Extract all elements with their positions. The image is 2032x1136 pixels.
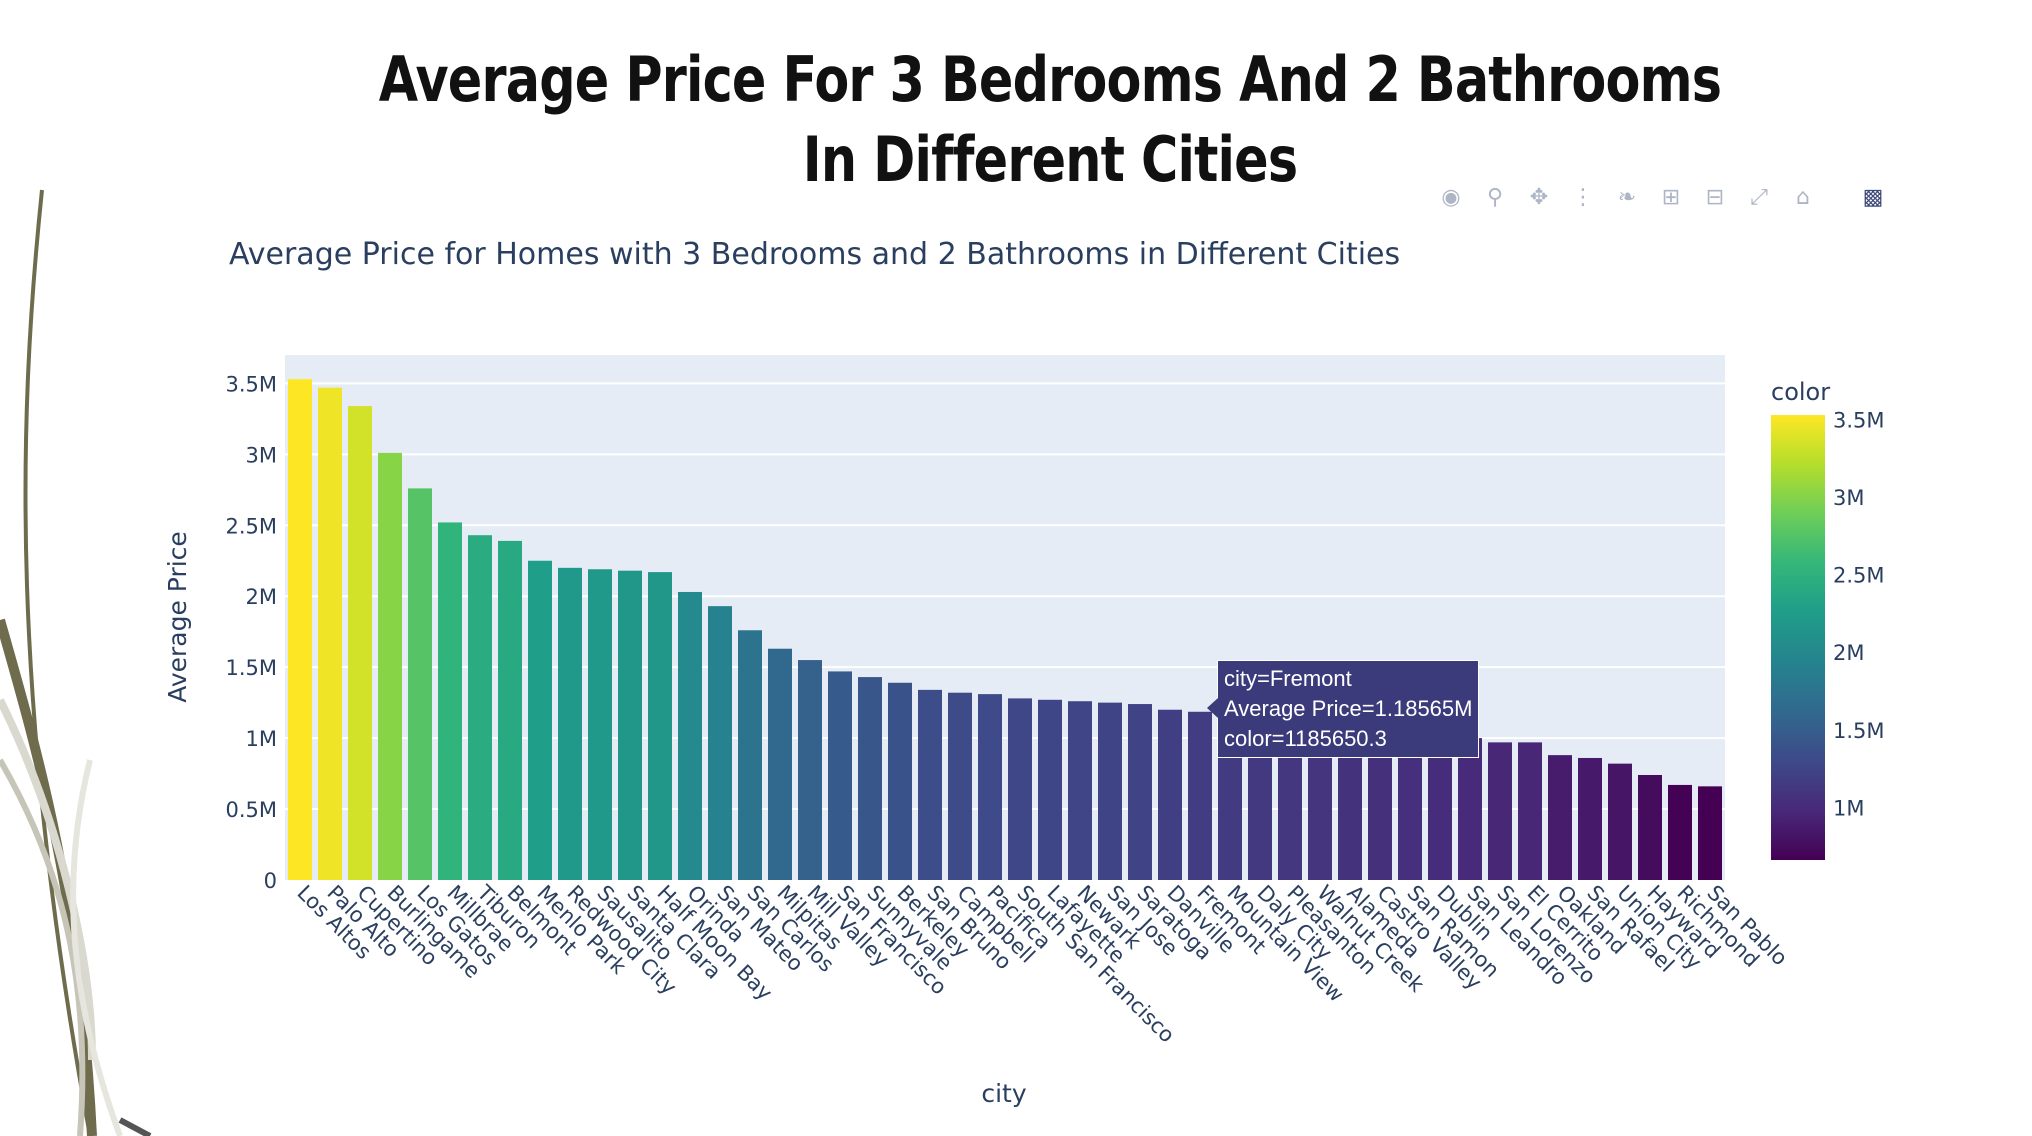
decorative-stroke <box>0 698 96 1061</box>
plot-area <box>285 355 1725 880</box>
bar <box>288 379 312 880</box>
bar <box>498 540 522 880</box>
bar <box>1158 709 1182 880</box>
slide-title-line: In Different Cities <box>802 123 1298 196</box>
camera-icon[interactable]: ◉ <box>1441 184 1461 210</box>
colorbar-tick-label: 3M <box>1833 486 1864 510</box>
slide-title-line: Average Price For 3 Bedrooms And 2 Bathr… <box>378 43 1722 116</box>
bar <box>678 591 702 880</box>
tooltip-line: Average Price=1.18565M <box>1224 696 1473 721</box>
y-tick-label: 3.5M <box>225 372 277 396</box>
decorative-stroke <box>0 758 86 1136</box>
colorbar-tick-label: 2.5M <box>1833 564 1885 588</box>
bar <box>528 560 552 880</box>
bar <box>1128 704 1152 880</box>
bar <box>918 689 942 880</box>
bar <box>1488 742 1512 880</box>
slide-decoration <box>0 189 152 1136</box>
bar <box>378 452 402 880</box>
x-axis-label: city <box>981 1079 1026 1108</box>
box-select-icon[interactable]: ⋮ <box>1572 184 1594 210</box>
y-axis-label: Average Price <box>163 531 192 703</box>
bar <box>588 569 612 880</box>
chart-title: Average Price for Homes with 3 Bedrooms … <box>229 237 1400 272</box>
bar <box>1698 786 1722 880</box>
y-axis-ticks: 0 0.5M 1M 1.5M 2M 2.5M 3M 3.5M <box>225 372 277 893</box>
colorbar-title: color <box>1771 378 1830 406</box>
colorbar-tick-label: 1.5M <box>1833 719 1885 743</box>
bar <box>1578 757 1602 880</box>
bar <box>1098 702 1122 880</box>
colorbar-tick-label: 1M <box>1833 796 1864 820</box>
bar <box>1638 775 1662 880</box>
bar <box>1668 784 1692 880</box>
decorative-stroke <box>23 189 92 1136</box>
decorative-stroke <box>70 759 123 1136</box>
autoscale-icon[interactable]: ⤢ <box>1750 184 1768 210</box>
tooltip-line: color=1185650.3 <box>1224 726 1387 751</box>
y-tick-label: 1.5M <box>225 656 277 680</box>
bar <box>858 677 882 880</box>
zoom-in-icon[interactable]: ⊞ <box>1661 184 1681 210</box>
colorbar-ticks: 1M 1.5M 2M 2.5M 3M 3.5M <box>1833 409 1885 821</box>
bar <box>618 570 642 880</box>
bar <box>348 406 372 880</box>
bar <box>888 682 912 880</box>
y-tick-label: 0 <box>264 869 277 893</box>
bar <box>948 692 972 880</box>
colorbar-tick-label: 2M <box>1833 641 1864 665</box>
bar <box>1068 701 1092 880</box>
chart-modebar: ◉ ⚲ ✥ ⋮ ❧ ⊞ ⊟ ⤢ ⌂ ▩ <box>1438 182 1918 212</box>
slide-title: Average Price For 3 Bedrooms And 2 Bathr… <box>189 40 1911 200</box>
y-tick-label: 2.5M <box>225 514 277 538</box>
bar <box>1518 742 1542 880</box>
bar <box>438 522 462 880</box>
bar <box>738 630 762 880</box>
colorbar <box>1771 415 1825 860</box>
reset-axes-icon[interactable]: ⌂ <box>1796 184 1810 210</box>
bar <box>318 387 342 880</box>
lasso-select-icon[interactable]: ❧ <box>1617 184 1637 210</box>
bar <box>768 648 792 880</box>
bar <box>408 488 432 880</box>
tooltip-line: city=Fremont <box>1224 666 1352 691</box>
y-tick-label: 1M <box>246 727 277 751</box>
zoom-icon[interactable]: ⚲ <box>1486 184 1504 210</box>
bar <box>468 535 492 880</box>
bar <box>1188 711 1212 880</box>
bar <box>1428 733 1452 880</box>
colorbar-tick-label: 3.5M <box>1833 409 1885 433</box>
bar <box>708 606 732 880</box>
zoom-out-icon[interactable]: ⊟ <box>1705 184 1725 210</box>
decorative-stroke <box>118 1117 152 1136</box>
y-tick-label: 2M <box>246 585 277 609</box>
bar <box>1008 698 1032 880</box>
bar <box>1458 738 1482 880</box>
bar <box>1548 755 1572 880</box>
y-tick-label: 3M <box>246 443 277 467</box>
bar <box>798 660 822 880</box>
plotly-logo-icon[interactable]: ▩ <box>1862 184 1884 210</box>
hover-tooltip: city=Fremont Average Price=1.18565M colo… <box>1206 660 1480 758</box>
bar <box>558 567 582 880</box>
grid-lines <box>285 382 1725 811</box>
bar <box>978 694 1002 880</box>
y-tick-label: 0.5M <box>225 798 277 822</box>
bar <box>1038 699 1062 880</box>
bar <box>828 671 852 880</box>
pan-icon[interactable]: ✥ <box>1529 184 1549 210</box>
bar <box>1608 763 1632 880</box>
bar <box>648 572 672 880</box>
